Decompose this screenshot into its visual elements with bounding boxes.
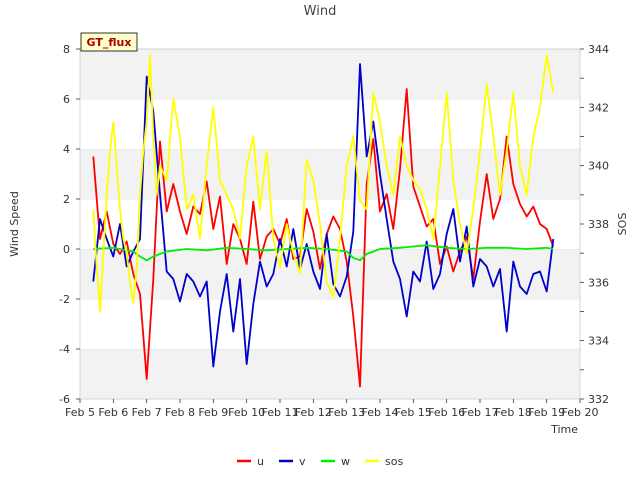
x-tick-label: Feb 15 <box>395 406 432 419</box>
y2-tick-label: 338 <box>588 218 609 231</box>
chart-title: Wind <box>304 4 337 19</box>
y-tick-label: 6 <box>63 93 70 106</box>
x-tick-label: Feb 19 <box>528 406 565 419</box>
x-tick-label: Feb 13 <box>328 406 365 419</box>
gt-flux-badge: GT_flux <box>80 32 138 52</box>
x-axis-label: Time <box>550 423 578 436</box>
badge-label: GT_flux <box>87 36 132 49</box>
series-line-w <box>93 244 554 262</box>
x-tick-label: Feb 12 <box>295 406 332 419</box>
x-tick-label: Feb 18 <box>495 406 532 419</box>
y-tick-label: 4 <box>63 143 70 156</box>
series-line-v <box>92 63 555 368</box>
y2-tick-label: 344 <box>588 43 609 56</box>
x-tick-label: Feb 14 <box>362 406 399 419</box>
y2-axis-label: SOS <box>616 213 629 236</box>
y2-tick-label: 332 <box>588 393 609 406</box>
y-tick-label: 8 <box>63 43 70 56</box>
y-axis-left: -6 -4 -2 0 2 4 6 8 <box>59 43 80 406</box>
y-tick-label: -6 <box>59 393 70 406</box>
grid-band <box>80 299 580 349</box>
y-tick-label: 0 <box>63 243 70 256</box>
x-tick-label: Feb 6 <box>98 406 128 419</box>
series-line-sos <box>92 53 555 313</box>
legend-label-sos: sos <box>385 455 403 468</box>
y-tick-label: -2 <box>59 293 70 306</box>
legend: u v w sos <box>237 455 403 468</box>
legend-label-v: v <box>299 455 306 468</box>
y-tick-label: -4 <box>59 343 70 356</box>
plot-background <box>80 48 580 399</box>
x-tick-label: Feb 9 <box>198 406 228 419</box>
grid-band <box>80 99 580 149</box>
x-tick-label: Feb 5 <box>65 406 95 419</box>
y2-tick-label: 342 <box>588 101 609 114</box>
x-tick-label: Feb 17 <box>462 406 499 419</box>
series-lines <box>92 53 555 388</box>
x-tick-label: Feb 7 <box>132 406 162 419</box>
y-axis-right: 332 334 336 338 340 342 344 <box>580 43 609 406</box>
grid-band <box>80 349 580 399</box>
x-tick-label: Feb 11 <box>262 406 299 419</box>
y2-tick-label: 334 <box>588 335 609 348</box>
x-tick-label: Feb 10 <box>228 406 265 419</box>
x-tick-label: Feb 20 <box>562 406 599 419</box>
x-tick-label: Feb 8 <box>165 406 195 419</box>
y-tick-label: 2 <box>63 193 70 206</box>
legend-label-u: u <box>257 455 264 468</box>
y2-tick-label: 340 <box>588 160 609 173</box>
y2-tick-label: 336 <box>588 276 609 289</box>
grid-band <box>80 49 580 99</box>
legend-label-w: w <box>341 455 350 468</box>
y-axis-label: Wind Speed <box>8 191 21 257</box>
x-tick-label: Feb 16 <box>428 406 465 419</box>
